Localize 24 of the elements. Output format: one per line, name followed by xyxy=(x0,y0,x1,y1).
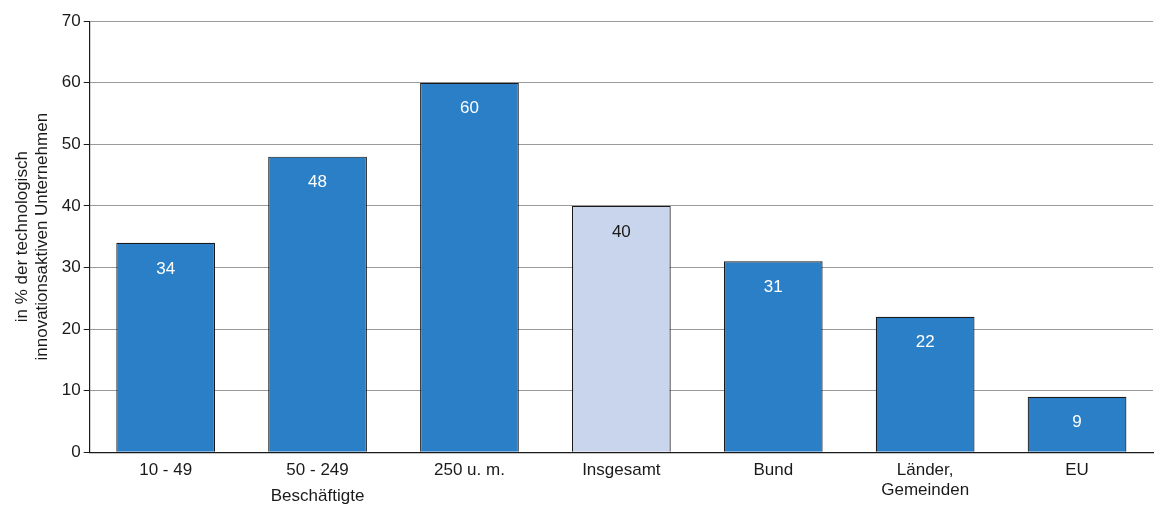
data-label: 34 xyxy=(156,258,176,278)
data-label: 22 xyxy=(915,332,935,352)
data-label: 31 xyxy=(763,277,783,297)
data-label: 9 xyxy=(1072,412,1082,432)
y-tick-label: 50 xyxy=(61,134,81,154)
x-tick-label: 250 u. m. xyxy=(434,460,505,480)
x-tick-label: 10 - 49 xyxy=(139,460,193,480)
y-tick-label: 20 xyxy=(61,318,81,338)
y-tick-label: 40 xyxy=(61,195,81,215)
text: Beschäftigte xyxy=(270,485,365,505)
y-axis-title: in % der technologisch innovationsaktiven Unternehmen xyxy=(11,112,52,361)
x-tick-label: Insgesamt xyxy=(582,460,661,480)
y-tick-label: 0 xyxy=(71,441,81,461)
data-label: 40 xyxy=(611,221,631,241)
data-label: 48 xyxy=(308,172,328,192)
y-tick-label: 70 xyxy=(61,10,81,30)
x-tick-label: 50 - 249 xyxy=(286,460,349,480)
x-tick-label: Länder, Gemeinden xyxy=(881,460,970,500)
y-tick-label: 60 xyxy=(61,72,81,92)
x-tick-label: Bund xyxy=(753,460,794,480)
y-tick-label: 10 xyxy=(61,380,81,400)
y-tick-label: 30 xyxy=(61,257,81,277)
data-label: 60 xyxy=(459,98,479,118)
x-tick-label: EU xyxy=(1065,460,1089,480)
